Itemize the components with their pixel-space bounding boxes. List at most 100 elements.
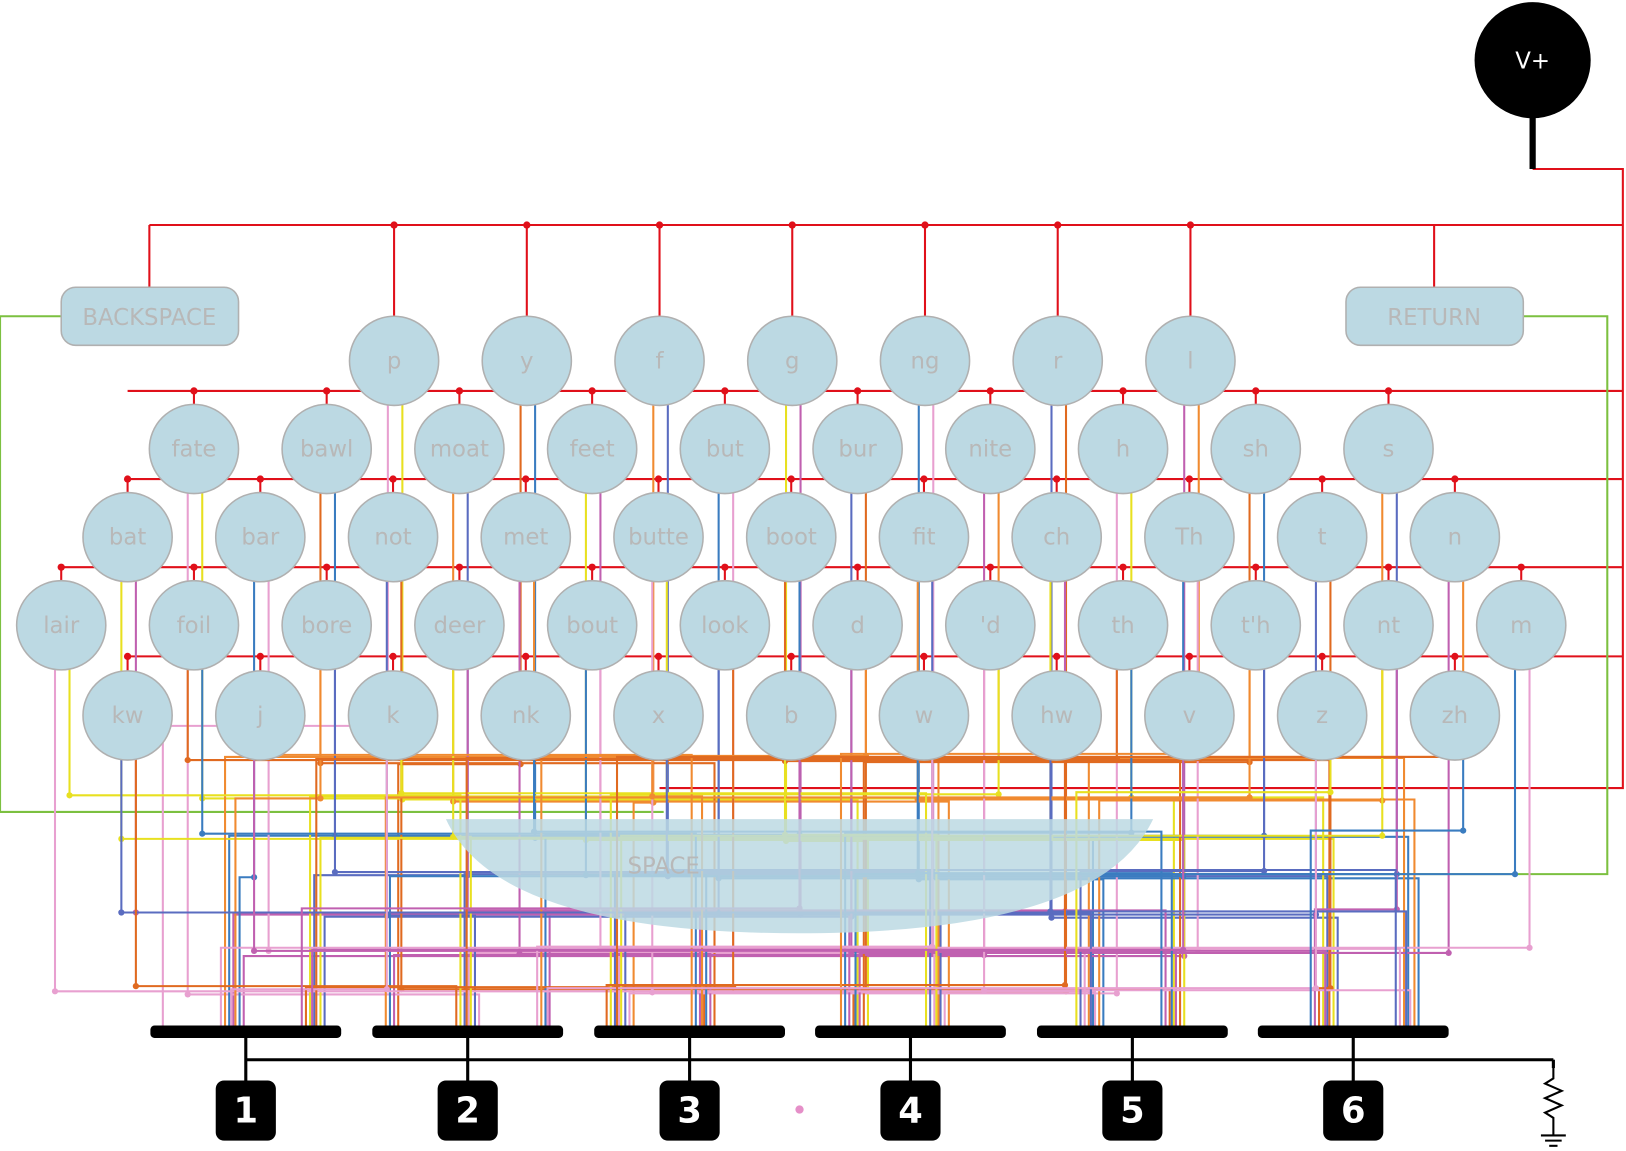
key-label: ch xyxy=(1043,525,1070,551)
junction xyxy=(588,563,596,571)
junction xyxy=(522,652,530,661)
key xyxy=(1144,670,1235,761)
junction xyxy=(123,652,132,661)
junction xyxy=(986,387,994,395)
key-label: v xyxy=(1183,703,1197,729)
junction xyxy=(1379,832,1386,839)
signal-wire xyxy=(1309,736,1465,1027)
key-label: bout xyxy=(566,613,618,639)
junction xyxy=(118,909,125,916)
junction xyxy=(1318,475,1326,483)
key xyxy=(82,670,173,761)
junction xyxy=(383,986,390,993)
key xyxy=(812,579,903,671)
junction xyxy=(256,652,264,661)
key xyxy=(745,670,837,761)
key-label: ng xyxy=(911,348,940,374)
junction xyxy=(1511,871,1519,878)
key-label: Th xyxy=(1174,525,1203,551)
key-label: foil xyxy=(177,613,212,639)
bus-bar xyxy=(594,1025,786,1038)
key xyxy=(1343,579,1434,671)
key-label: m xyxy=(1510,613,1532,639)
junction xyxy=(184,991,191,998)
junction xyxy=(323,563,331,571)
key xyxy=(348,315,440,407)
junction xyxy=(853,387,862,395)
key xyxy=(414,403,505,495)
junction xyxy=(516,950,523,958)
ground xyxy=(1540,1134,1566,1147)
junction xyxy=(1054,221,1062,229)
junction xyxy=(1252,387,1260,395)
key-label: b xyxy=(784,703,798,729)
junction xyxy=(1113,990,1120,997)
key-label: zh xyxy=(1442,703,1468,729)
key xyxy=(1409,670,1501,761)
junction xyxy=(649,793,656,800)
key xyxy=(546,579,638,671)
key-label: fit xyxy=(912,525,935,551)
junction xyxy=(654,475,663,483)
bus-bar xyxy=(815,1025,1006,1038)
outputs: 1 2 3 4 5 6 xyxy=(150,1025,1555,1141)
signal-wire xyxy=(1075,736,1332,1027)
junction xyxy=(522,475,530,483)
junction xyxy=(787,652,795,661)
bus-bar xyxy=(1036,1025,1228,1038)
key xyxy=(281,403,373,495)
key-label: boot xyxy=(766,525,817,551)
signal-wire xyxy=(983,646,1412,1027)
junction xyxy=(450,833,457,840)
junction xyxy=(1053,652,1061,661)
key xyxy=(878,670,970,761)
signal-wire xyxy=(315,646,1118,1027)
junction xyxy=(1053,475,1061,483)
key xyxy=(1011,670,1103,761)
key-label: d xyxy=(850,613,864,639)
junction xyxy=(1517,563,1525,571)
key xyxy=(1475,579,1567,671)
key-label: hw xyxy=(1040,703,1073,729)
junction xyxy=(1526,944,1533,951)
key xyxy=(1409,491,1501,583)
signal-wire xyxy=(134,736,458,1027)
key xyxy=(1077,403,1169,495)
output-label: 6 xyxy=(1341,1091,1366,1132)
key-label: x xyxy=(652,703,665,729)
resistor xyxy=(1542,1059,1565,1136)
junction xyxy=(1384,563,1393,571)
key-label: y xyxy=(520,348,534,374)
junction xyxy=(1186,221,1195,229)
junction xyxy=(1451,475,1459,483)
junction xyxy=(654,652,663,661)
junction xyxy=(455,563,464,571)
junction xyxy=(1048,914,1055,921)
signal-wire xyxy=(230,736,388,1027)
output-box xyxy=(659,1080,720,1141)
key-label: z xyxy=(1316,703,1328,729)
key-label: bur xyxy=(838,437,877,463)
key xyxy=(613,491,704,583)
key-label: bore xyxy=(301,613,352,639)
junction xyxy=(57,563,65,571)
junction xyxy=(250,947,258,954)
junction xyxy=(398,790,405,797)
key-label: j xyxy=(256,703,263,729)
junction xyxy=(1246,794,1253,801)
key-label: g xyxy=(785,348,799,374)
key-label: l xyxy=(1187,348,1193,374)
junction xyxy=(1047,908,1054,915)
key-label: feet xyxy=(570,437,615,463)
junction xyxy=(51,988,59,995)
bus-bar xyxy=(150,1025,342,1038)
return-key xyxy=(1345,286,1525,347)
junction xyxy=(1445,949,1452,957)
junction xyxy=(523,221,531,229)
key xyxy=(481,315,573,407)
keys: p y f g ng r l fate bawl moat feet but bur nite h sh s ba… xyxy=(15,315,1567,761)
key xyxy=(82,491,173,583)
key xyxy=(879,315,971,407)
output-label: 4 xyxy=(898,1091,923,1132)
key-label: p xyxy=(387,348,401,374)
